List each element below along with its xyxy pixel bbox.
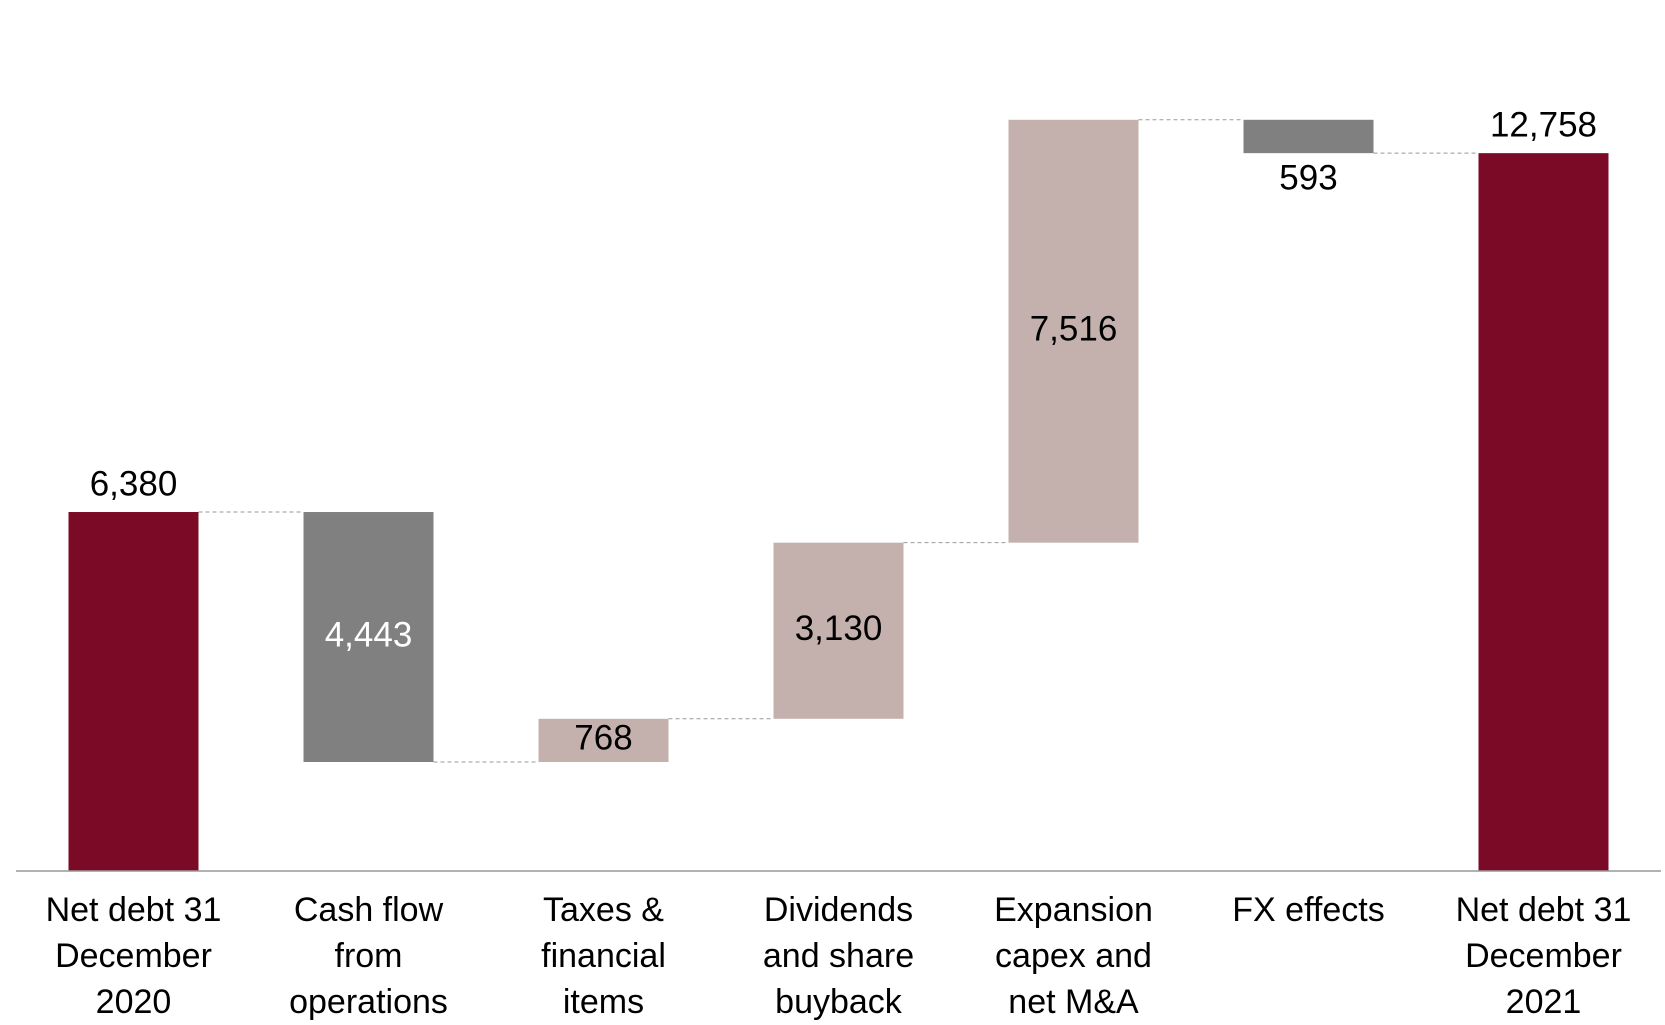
- x-tick-label: FX effects: [1232, 891, 1385, 929]
- bar: [1478, 153, 1609, 871]
- x-tick-label: Cash flow from operations: [289, 891, 448, 1021]
- value-label: 12,758: [1490, 105, 1597, 144]
- x-tick-label: Net debt 31 December 2020: [45, 891, 222, 1021]
- x-tick-label: Dividends and share buyback: [762, 891, 915, 1021]
- value-label: 6,380: [90, 464, 178, 503]
- x-tick-label: Taxes & financial items: [541, 891, 666, 1021]
- value-label: 7,516: [1030, 309, 1118, 348]
- value-label: 3,130: [795, 609, 883, 648]
- bar: [538, 718, 669, 763]
- value-label: 768: [574, 719, 632, 758]
- bar: [68, 512, 199, 871]
- bar: [303, 512, 434, 763]
- bar: [773, 542, 904, 719]
- bar: [1243, 119, 1374, 154]
- bar: [1008, 119, 1139, 543]
- value-label: 593: [1279, 158, 1337, 197]
- value-label: 4,443: [325, 615, 413, 654]
- x-tick-label: Expansion capex and net M&A: [994, 891, 1153, 1021]
- x-tick-label: Net debt 31 December 2021: [1455, 891, 1632, 1021]
